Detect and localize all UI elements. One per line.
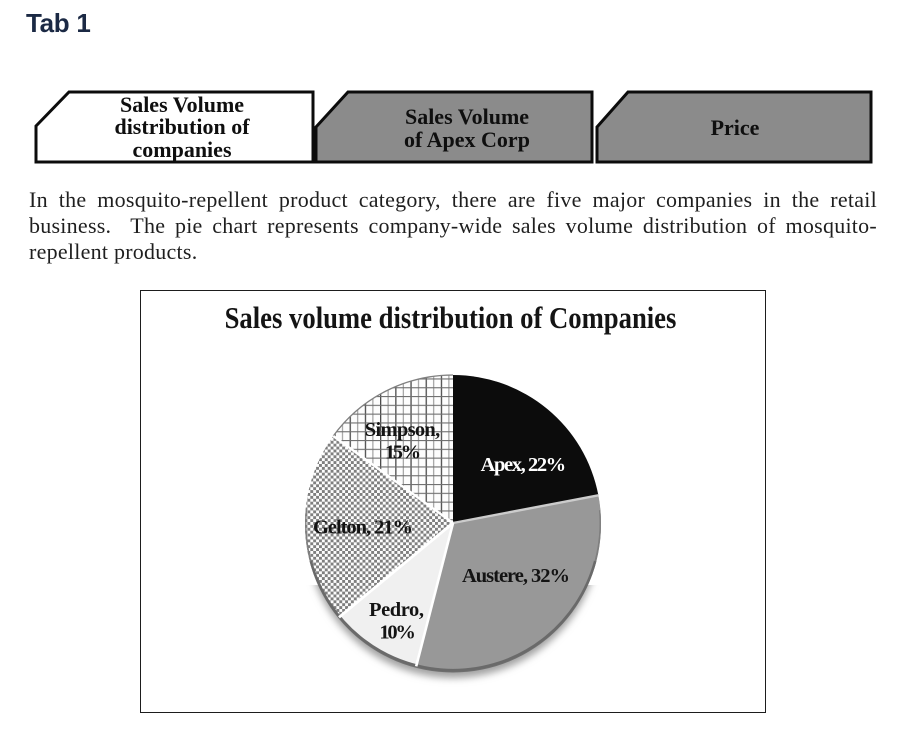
svg-text:Pedro,: Pedro, xyxy=(369,599,424,621)
svg-text:Simpson,: Simpson, xyxy=(365,419,441,441)
svg-text:Gelton, 21%: Gelton, 21% xyxy=(313,517,413,539)
svg-text:Austere, 32%: Austere, 32% xyxy=(462,565,570,587)
svg-text:Apex, 22%: Apex, 22% xyxy=(481,454,567,476)
svg-text:15%: 15% xyxy=(385,441,421,463)
svg-text:10%: 10% xyxy=(379,622,416,644)
